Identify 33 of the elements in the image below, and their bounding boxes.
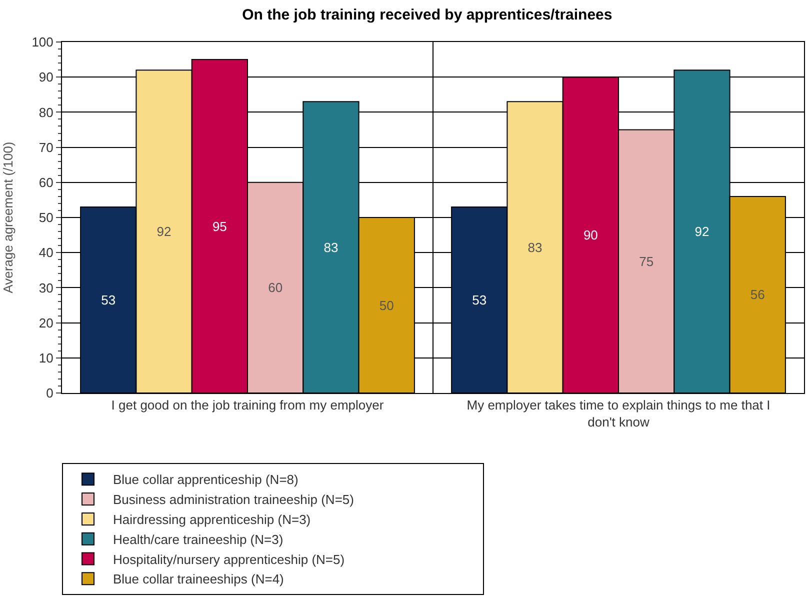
data-label: 53 xyxy=(101,292,116,308)
y-tick-label: 90 xyxy=(38,70,54,85)
legend-label: Hairdressing apprenticeship (N=3) xyxy=(113,512,311,528)
y-tick-label: 0 xyxy=(46,386,54,401)
y-tick-label: 20 xyxy=(38,315,54,330)
y-axis-title: Average agreement (/100) xyxy=(0,142,16,294)
data-label: 92 xyxy=(156,224,172,240)
x-tick-label: My employer takes time to explain things to me that I don't know xyxy=(466,398,770,430)
y-tick-label: 10 xyxy=(38,350,54,366)
data-label: 90 xyxy=(583,228,598,243)
legend-label: Health/care traineeship (N=3) xyxy=(113,532,284,547)
legend-label: Hospitality/nursery apprenticeship (N=5) xyxy=(113,552,345,567)
legend-label: Blue collar traineeships (N=4) xyxy=(113,572,284,587)
legend-label: Blue collar apprenticeship (N=8) xyxy=(113,472,298,488)
y-tick-label: 70 xyxy=(38,140,54,155)
data-label: 56 xyxy=(750,287,765,302)
data-label: 83 xyxy=(528,240,542,255)
y-tick-label: 100 xyxy=(32,34,54,50)
y-tick-label: 80 xyxy=(38,104,54,120)
data-label: 53 xyxy=(472,292,487,308)
data-label: 50 xyxy=(379,298,394,313)
data-label: 92 xyxy=(694,224,710,240)
y-tick-label: 40 xyxy=(38,245,54,260)
data-label: 83 xyxy=(324,240,338,255)
y-tick-label: 30 xyxy=(38,280,54,296)
chart-title: On the job training received by apprentices/trainees xyxy=(242,6,612,24)
data-label: 75 xyxy=(639,254,654,269)
y-tick-label: 60 xyxy=(38,174,54,190)
data-label: 60 xyxy=(268,280,283,296)
x-tick-label: I get good on the job training from my employer xyxy=(111,398,384,413)
legend-label: Business administration traineeship (N=5) xyxy=(113,492,354,508)
y-tick-label: 50 xyxy=(38,210,54,226)
data-label: 95 xyxy=(212,218,227,234)
